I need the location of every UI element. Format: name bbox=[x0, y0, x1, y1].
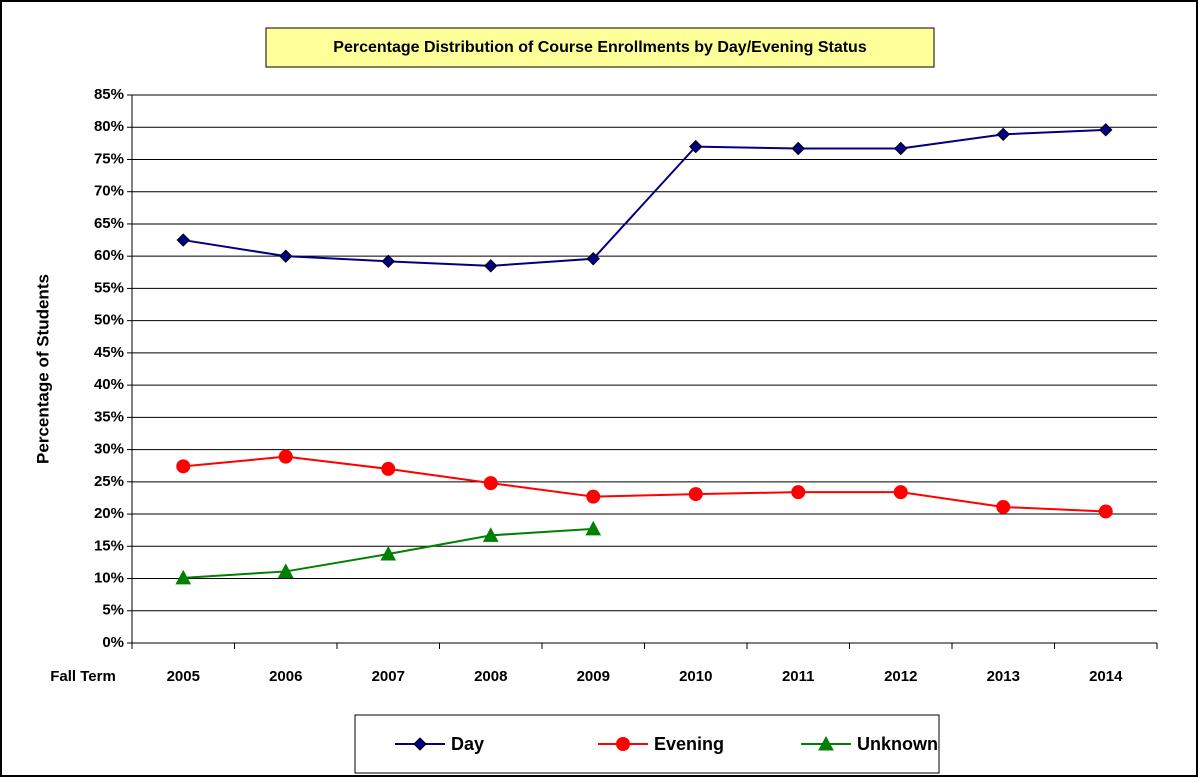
marker bbox=[484, 259, 498, 273]
y-tick-label: 60% bbox=[94, 247, 124, 264]
marker bbox=[586, 489, 601, 504]
y-tick-label: 5% bbox=[102, 602, 124, 619]
y-tick-label: 35% bbox=[94, 408, 124, 425]
marker bbox=[176, 233, 190, 247]
marker bbox=[1098, 504, 1113, 519]
x-tick-label: 2011 bbox=[782, 668, 815, 685]
marker bbox=[413, 737, 427, 751]
marker bbox=[894, 141, 908, 156]
y-tick-label: 85% bbox=[94, 86, 124, 103]
y-tick-label: 40% bbox=[94, 376, 124, 393]
marker bbox=[483, 476, 498, 491]
marker bbox=[381, 461, 396, 476]
x-tick-label: 2008 bbox=[474, 668, 507, 685]
y-tick-label: 75% bbox=[94, 150, 124, 167]
legend-label: Day bbox=[451, 734, 484, 754]
x-tick-label: 2013 bbox=[987, 668, 1020, 685]
series-line bbox=[183, 128, 1106, 267]
marker bbox=[381, 254, 395, 269]
y-tick-label: 25% bbox=[94, 473, 124, 490]
marker bbox=[277, 563, 294, 578]
x-axis-label: Fall Term bbox=[50, 668, 116, 685]
marker bbox=[175, 569, 192, 585]
y-tick-label: 50% bbox=[94, 312, 124, 329]
marker bbox=[893, 485, 908, 500]
y-tick-label: 30% bbox=[94, 441, 124, 458]
y-tick-label: 0% bbox=[102, 634, 124, 651]
marker bbox=[791, 141, 805, 156]
chart-title: Percentage Distribution of Course Enroll… bbox=[333, 39, 867, 56]
y-tick-label: 10% bbox=[94, 569, 124, 586]
marker bbox=[586, 252, 600, 266]
y-tick-label: 15% bbox=[94, 537, 124, 554]
marker bbox=[616, 737, 630, 751]
x-tick-label: 2010 bbox=[679, 668, 712, 685]
x-tick-label: 2006 bbox=[269, 668, 302, 685]
x-tick-label: 2007 bbox=[372, 668, 405, 685]
marker bbox=[996, 127, 1010, 142]
y-tick-label: 55% bbox=[94, 279, 124, 296]
title-box bbox=[265, 27, 935, 68]
marker bbox=[279, 249, 293, 263]
y-tick-label: 80% bbox=[94, 118, 124, 135]
marker bbox=[818, 735, 834, 751]
marker bbox=[278, 449, 293, 464]
x-tick-label: 2012 bbox=[884, 668, 917, 685]
legend-label: Unknown bbox=[857, 734, 938, 754]
marker bbox=[996, 499, 1011, 514]
marker bbox=[176, 459, 191, 474]
series-line bbox=[183, 455, 1106, 513]
x-tick-label: 2014 bbox=[1089, 668, 1123, 685]
y-axis-label: Percentage of Students bbox=[33, 274, 52, 464]
marker bbox=[585, 520, 602, 536]
x-tick-label: 2009 bbox=[577, 668, 610, 685]
y-tick-label: 20% bbox=[94, 505, 124, 522]
x-tick-label: 2005 bbox=[167, 668, 200, 685]
marker bbox=[688, 487, 703, 502]
marker bbox=[791, 485, 806, 500]
legend-label: Evening bbox=[654, 734, 724, 754]
marker bbox=[482, 527, 499, 542]
marker bbox=[380, 545, 397, 561]
marker bbox=[689, 139, 703, 154]
marker bbox=[1099, 123, 1113, 137]
y-tick-label: 70% bbox=[94, 183, 124, 200]
y-tick-label: 65% bbox=[94, 215, 124, 232]
y-tick-label: 45% bbox=[94, 344, 124, 361]
